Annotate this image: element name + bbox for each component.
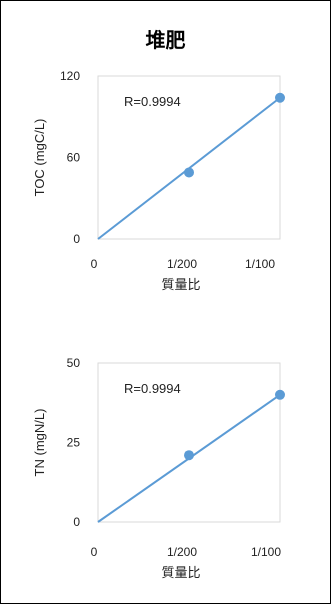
y-tick-label: 0	[73, 232, 80, 246]
x-axis-label: 質量比	[161, 565, 200, 580]
data-point	[275, 92, 285, 103]
x-tick-label: 1/200	[167, 257, 197, 271]
data-point	[275, 389, 285, 400]
y-tick-label: 25	[67, 436, 81, 450]
y-axis-label: TN (mgN/L)	[32, 409, 47, 477]
data-point	[184, 450, 194, 461]
plot-area-1	[97, 75, 281, 240]
x-tick-label: 1/100	[245, 257, 275, 271]
x-tick-label: 1/100	[251, 545, 281, 559]
plot-area-2	[97, 362, 281, 523]
x-tick-label: 1/200	[167, 545, 197, 559]
r-value-annotation: R=0.9994	[124, 94, 181, 109]
data-point	[184, 167, 194, 178]
r-value-annotation: R=0.9994	[124, 381, 181, 396]
y-tick-label: 0	[73, 515, 80, 529]
x-tick-label: 0	[91, 545, 98, 559]
y-tick-label: 120	[60, 69, 80, 83]
y-tick-label: 60	[67, 151, 81, 165]
x-axis-label: 質量比	[161, 277, 200, 292]
y-axis-label: TOC (mgC/L)	[32, 119, 47, 197]
figure-title: 堆肥	[145, 28, 186, 52]
x-tick-label: 0	[91, 257, 98, 271]
y-tick-label: 50	[67, 356, 81, 370]
